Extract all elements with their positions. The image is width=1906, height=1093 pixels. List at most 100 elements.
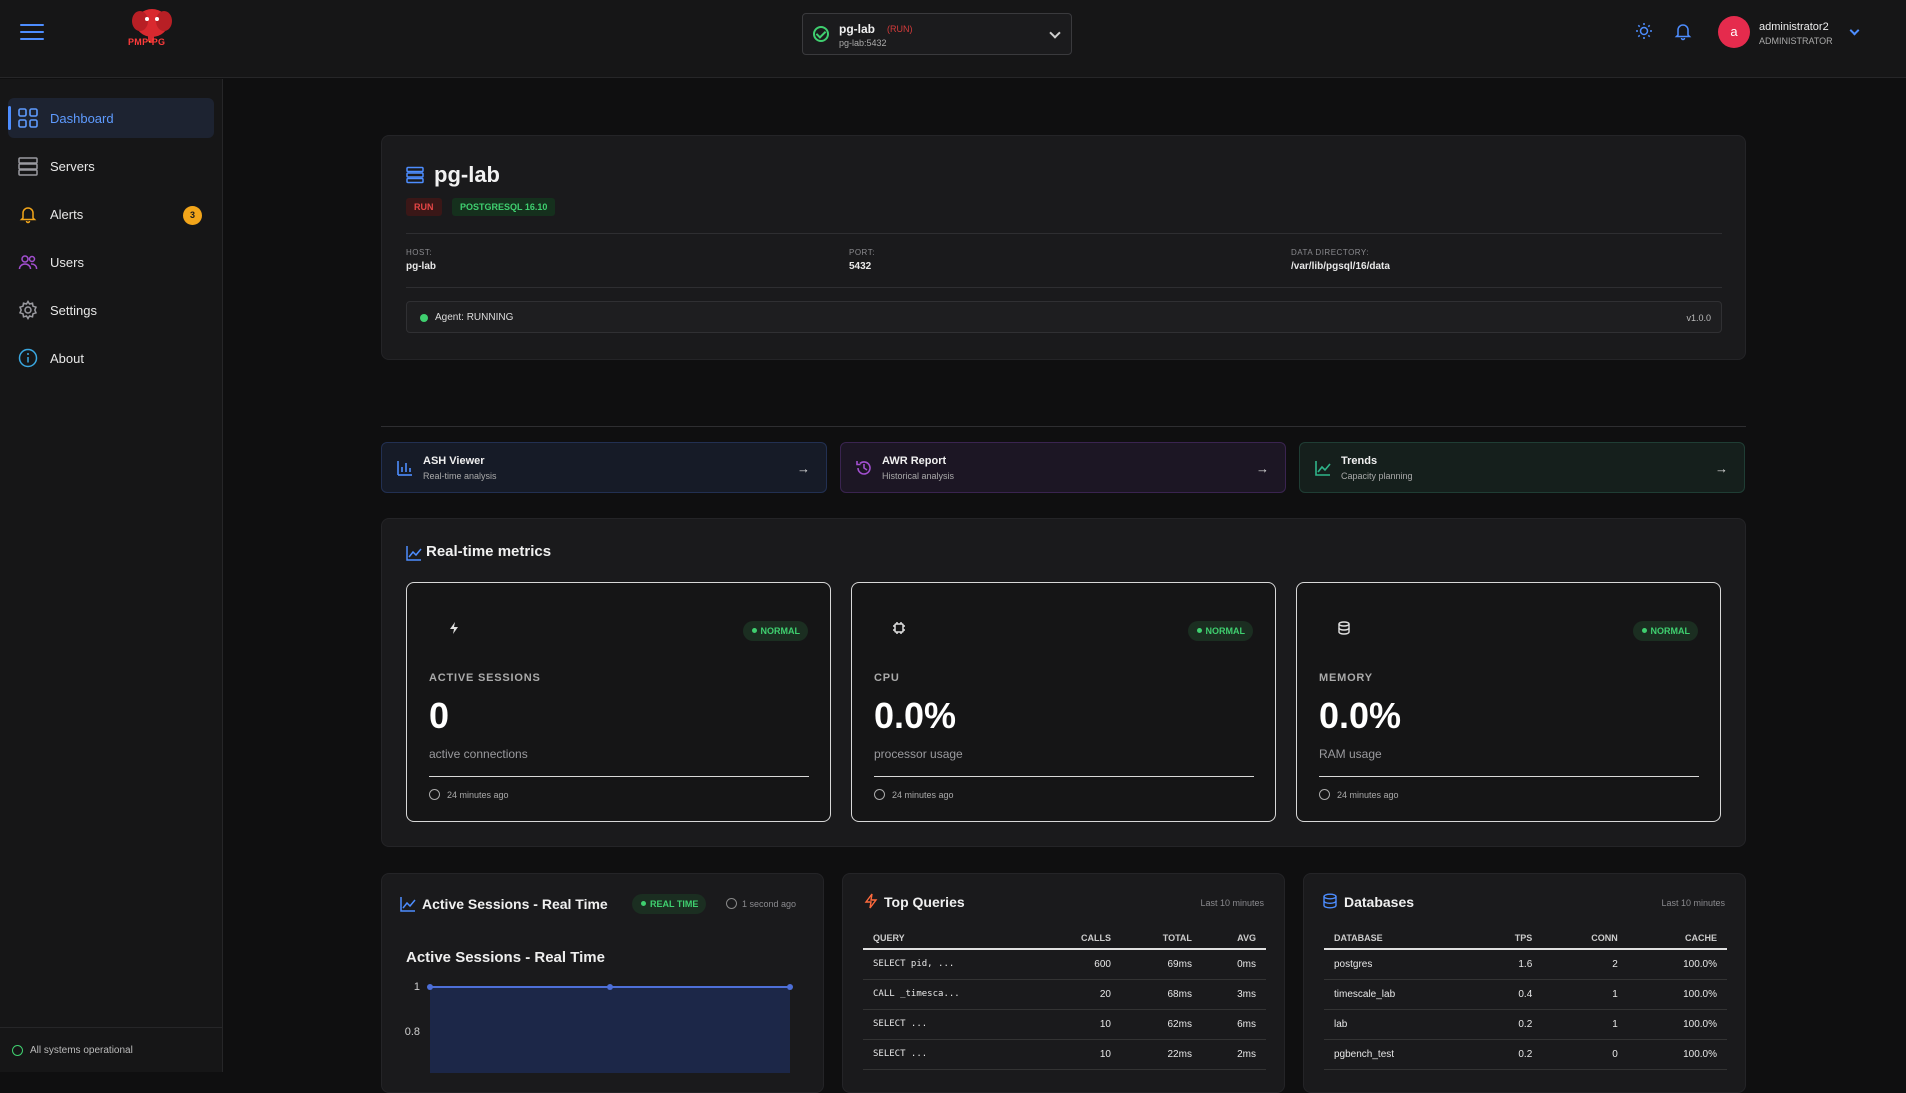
metric-timestamp: 24 minutes ago (447, 790, 509, 800)
database-cell: postgres (1324, 949, 1474, 980)
trends-link[interactable]: Trends Capacity planning → (1299, 442, 1745, 493)
series-area (430, 987, 790, 1073)
table-row[interactable]: SELECT ... 10 62ms 6ms (863, 1009, 1266, 1040)
sidebar-item-about[interactable]: About (8, 338, 214, 378)
quick-link-title: Trends (1341, 455, 1378, 467)
user-name: administrator2 (1759, 21, 1829, 33)
menu-icon[interactable] (20, 24, 44, 44)
table-row[interactable]: pgbench_test 0.2 0 100.0% (1324, 1039, 1727, 1070)
quick-link-subtitle: Capacity planning (1341, 471, 1413, 481)
database-icon (1338, 621, 1350, 635)
table-row[interactable]: SELECT pid, ... 600 69ms 0ms (863, 949, 1266, 980)
clock-icon (874, 789, 885, 800)
section-divider (381, 426, 1746, 427)
ash-viewer-link[interactable]: ASH Viewer Real-time analysis → (381, 442, 827, 493)
system-status-text: All systems operational (30, 1045, 133, 1056)
metric-subtitle: processor usage (874, 747, 963, 761)
metric-timestamp: 24 minutes ago (1337, 790, 1399, 800)
table-row[interactable]: CALL _timesca... 20 68ms 3ms (863, 979, 1266, 1010)
server-name: pg-lab (839, 22, 875, 36)
divider (1319, 776, 1699, 777)
line-chart-icon (406, 546, 422, 561)
column-header[interactable]: CONN (1542, 928, 1628, 950)
arrow-right-icon: → (1256, 461, 1269, 476)
sidebar-item-alerts[interactable]: Alerts 3 (8, 194, 214, 234)
tps-cell: 0.2 (1473, 1039, 1543, 1070)
data-point[interactable] (427, 984, 433, 990)
lightning-icon (864, 893, 878, 909)
theme-toggle-sun-icon[interactable] (1634, 21, 1658, 45)
elephant-logo-icon[interactable] (126, 3, 182, 51)
sidebar: Dashboard Servers Alerts 3 Users Setting… (0, 79, 223, 1072)
column-header[interactable]: CACHE (1627, 928, 1727, 950)
metric-subtitle: active connections (429, 747, 528, 761)
sidebar-item-label: Servers (50, 159, 95, 174)
metric-label: CPU (874, 672, 900, 684)
notifications-bell-icon[interactable] (1673, 21, 1697, 45)
total-cell: 69ms (1120, 949, 1202, 980)
avg-cell: 3ms (1201, 979, 1266, 1010)
trend-chart-icon (1315, 461, 1331, 476)
avatar[interactable]: a (1718, 16, 1750, 48)
query-cell: SELECT ... (863, 1039, 1039, 1070)
period-label: Last 10 minutes (1200, 898, 1264, 908)
quick-link-title: AWR Report (882, 455, 947, 467)
sidebar-item-servers[interactable]: Servers (8, 146, 214, 186)
databases-table: DATABASE TPS CONN CACHE postgres 1.6 2 100.… (1324, 928, 1727, 1070)
cpu-chip-icon (893, 622, 905, 634)
quick-link-title: ASH Viewer (423, 455, 485, 467)
metric-timestamp: 24 minutes ago (892, 790, 954, 800)
section-title: Real-time metrics (426, 543, 552, 560)
info-icon (18, 348, 38, 368)
status-badge: NORMAL (1187, 621, 1253, 641)
metric-value: 0.0% (874, 695, 957, 736)
conn-cell: 1 (1542, 979, 1628, 1010)
top-queries-panel: Top Queries Last 10 minutes QUERY CALLS … (842, 873, 1285, 1093)
sidebar-item-users[interactable]: Users (8, 242, 214, 282)
column-header[interactable]: DATABASE (1324, 928, 1474, 950)
user-role: ADMINISTRATOR (1759, 36, 1833, 46)
tps-cell: 0.2 (1473, 1009, 1543, 1040)
bar-chart-icon (397, 461, 412, 476)
column-header[interactable]: TOTAL (1120, 928, 1202, 950)
table-row[interactable]: lab 0.2 1 100.0% (1324, 1009, 1727, 1040)
conn-cell: 1 (1542, 1009, 1628, 1040)
server-host: pg-lab:5432 (839, 38, 887, 48)
data-point[interactable] (787, 984, 793, 990)
arrow-right-icon: → (1715, 461, 1728, 476)
table-row[interactable]: timescale_lab 0.4 1 100.0% (1324, 979, 1727, 1010)
divider (406, 233, 1722, 234)
system-status: All systems operational (0, 1027, 223, 1072)
clock-icon (726, 898, 737, 909)
user-menu-chevron-icon[interactable] (1849, 25, 1860, 36)
column-header[interactable]: AVG (1201, 928, 1266, 950)
table-row[interactable]: postgres 1.6 2 100.0% (1324, 949, 1727, 980)
column-header[interactable]: QUERY (863, 928, 1039, 950)
sidebar-item-settings[interactable]: Settings (8, 290, 214, 330)
metric-card-active-sessions: NORMAL ACTIVE SESSIONS 0 active connecti… (406, 582, 831, 822)
tps-cell: 1.6 (1473, 949, 1543, 980)
data-point[interactable] (607, 984, 613, 990)
top-queries-table: QUERY CALLS TOTAL AVG SELECT pid, ... 600… (863, 928, 1266, 1070)
column-header[interactable]: CALLS (1038, 928, 1121, 950)
server-icon (18, 157, 38, 176)
sidebar-item-dashboard[interactable]: Dashboard (8, 98, 214, 138)
cache-cell: 100.0% (1627, 979, 1727, 1010)
query-cell: SELECT ... (863, 1009, 1039, 1040)
sidebar-item-label: Dashboard (50, 111, 114, 126)
panel-title: Databases (1344, 894, 1415, 910)
metric-value: 0.0% (1319, 695, 1402, 736)
awr-report-link[interactable]: AWR Report Historical analysis → (840, 442, 1286, 493)
server-selector[interactable]: pg-lab (RUN) pg-lab:5432 (802, 13, 1072, 55)
avg-cell: 0ms (1201, 949, 1266, 980)
logo-text: PMP·PG (128, 37, 166, 47)
table-row[interactable]: SELECT ... 10 22ms 2ms (863, 1039, 1266, 1070)
chart-title: Active Sessions - Real Time (406, 949, 605, 966)
realtime-metrics-card: Real-time metrics NORMAL ACTIVE SESSIONS… (381, 518, 1746, 847)
status-badge: RUN (406, 198, 442, 216)
sidebar-item-label: Alerts (50, 207, 84, 222)
sidebar-item-label: Settings (50, 303, 97, 318)
column-header[interactable]: TPS (1473, 928, 1543, 950)
total-cell: 22ms (1120, 1039, 1202, 1070)
grid-icon (18, 108, 38, 128)
